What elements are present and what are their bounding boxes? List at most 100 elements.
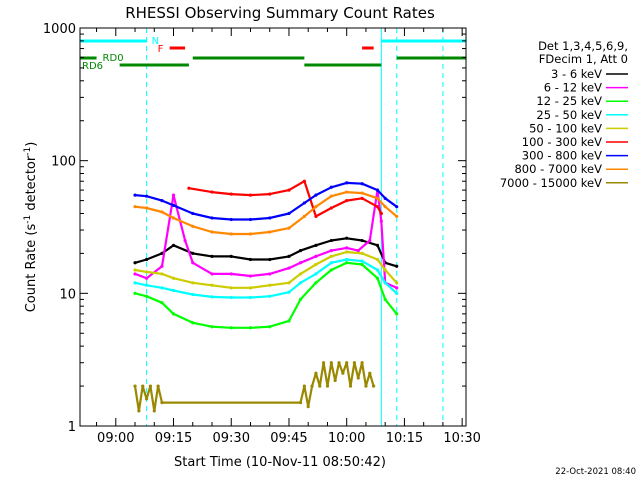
data-point — [302, 214, 306, 219]
data-point — [268, 216, 272, 220]
data-point — [375, 276, 380, 280]
y-tick-label: 1000 — [43, 22, 76, 37]
legend-header-line: Det 1,3,4,5,6,9, — [538, 39, 628, 53]
data-point — [144, 270, 149, 274]
data-point — [345, 190, 349, 194]
data-point — [171, 203, 176, 208]
data-point — [345, 199, 349, 203]
data-point — [268, 294, 272, 298]
x-tick-label: 10:30 — [443, 431, 480, 446]
data-point — [298, 272, 303, 276]
data-point — [302, 179, 306, 183]
data-point — [160, 264, 164, 268]
data-point — [360, 262, 364, 267]
data-point — [352, 361, 356, 365]
data-point — [248, 217, 253, 222]
data-point — [229, 286, 233, 290]
data-point — [329, 254, 333, 258]
data-point — [183, 238, 187, 243]
data-point — [133, 291, 137, 295]
data-point — [160, 272, 164, 276]
data-point — [171, 276, 176, 280]
y-tick-label: 1 — [68, 420, 76, 435]
data-point — [229, 217, 233, 222]
data-point — [298, 281, 303, 285]
data-point — [287, 319, 291, 323]
data-point — [248, 326, 253, 330]
series-2 — [133, 188, 399, 290]
rd0-flag-label: RD0 — [103, 53, 124, 64]
data-point — [360, 182, 364, 186]
data-point — [210, 254, 214, 258]
x-axis-label: Start Time (10-Nov-11 08:50:42) — [174, 455, 386, 470]
data-point — [191, 292, 195, 297]
data-point — [329, 261, 333, 265]
data-point — [248, 274, 253, 278]
generation-timestamp: 22-Oct-2021 08:40 — [555, 467, 636, 477]
data-point — [329, 238, 333, 243]
data-point — [314, 254, 318, 258]
series-line — [134, 250, 398, 289]
data-point — [395, 264, 399, 268]
data-point — [345, 250, 349, 254]
data-point — [314, 262, 318, 267]
legend-entry-label: 800 - 7000 keV — [514, 162, 602, 176]
data-point — [268, 257, 272, 262]
x-tick-label: 09:15 — [155, 431, 192, 446]
data-point — [144, 397, 149, 401]
data-point — [383, 268, 387, 272]
data-point — [375, 196, 380, 200]
data-point — [375, 188, 380, 192]
data-point — [133, 193, 137, 197]
data-point — [152, 409, 156, 413]
data-point — [229, 232, 233, 236]
data-point — [314, 272, 318, 276]
data-point — [383, 205, 387, 209]
data-point — [356, 248, 360, 253]
data-point — [210, 325, 214, 329]
data-point — [395, 281, 399, 285]
series-line — [188, 180, 383, 218]
data-point — [298, 261, 303, 265]
data-point — [360, 259, 364, 263]
series-line — [134, 237, 398, 268]
x-tick-label: 10:00 — [328, 431, 365, 446]
data-point — [287, 266, 291, 270]
data-point — [360, 361, 364, 365]
data-point — [298, 248, 303, 253]
data-point — [248, 257, 253, 262]
data-point — [379, 219, 383, 223]
data-point — [395, 214, 399, 219]
series-layer — [133, 179, 399, 413]
data-point — [171, 243, 176, 247]
data-point — [287, 290, 291, 294]
rd6-flag-label: RD6 — [82, 61, 103, 72]
data-point — [379, 211, 383, 216]
data-point — [383, 196, 387, 200]
data-point — [383, 297, 387, 302]
data-point — [133, 281, 137, 285]
data-point — [171, 288, 176, 293]
data-point — [375, 257, 380, 262]
data-point — [133, 268, 137, 272]
data-point — [329, 206, 333, 210]
data-point — [318, 384, 322, 388]
data-point — [191, 261, 195, 265]
data-point — [345, 236, 349, 240]
data-point — [248, 232, 253, 236]
legend-entry-label: 6 - 12 keV — [544, 81, 602, 95]
data-point — [345, 181, 349, 185]
legend-entry-label: 7000 - 15000 keV — [500, 176, 602, 190]
data-point — [160, 301, 164, 305]
y-tick-label: 100 — [51, 155, 76, 170]
data-point — [210, 190, 214, 194]
data-point — [368, 371, 372, 375]
data-point — [395, 286, 399, 290]
series-1 — [133, 236, 399, 268]
data-point — [268, 192, 272, 196]
legend-header-line: FDecim 1, Att 0 — [539, 52, 628, 66]
data-point — [298, 297, 303, 302]
data-point — [210, 230, 214, 234]
data-point — [144, 283, 149, 287]
data-point — [375, 268, 380, 272]
